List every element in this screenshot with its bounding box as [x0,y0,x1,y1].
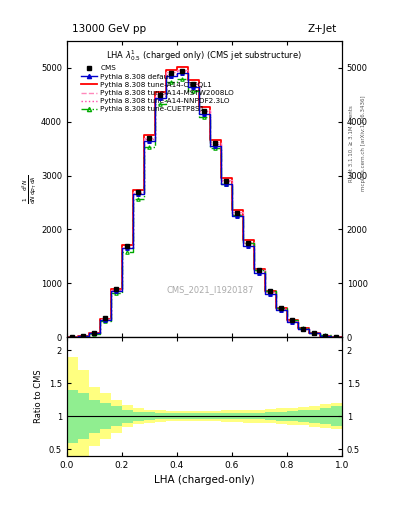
Text: LHA $\lambda^{1}_{0.5}$ (charged only) (CMS jet substructure): LHA $\lambda^{1}_{0.5}$ (charged only) (… [107,48,302,63]
Y-axis label: Ratio to CMS: Ratio to CMS [34,370,43,423]
Text: mcplots.cern.ch [arXiv:1306.3436]: mcplots.cern.ch [arXiv:1306.3436] [361,96,366,191]
Text: Rivet 3.1.10, ≥ 3.1M events: Rivet 3.1.10, ≥ 3.1M events [349,105,354,182]
Text: 13000 GeV pp: 13000 GeV pp [72,24,147,34]
Text: CMS_2021_I1920187: CMS_2021_I1920187 [166,285,253,294]
X-axis label: LHA (charged-only): LHA (charged-only) [154,475,255,485]
Text: Z+Jet: Z+Jet [307,24,336,34]
Legend: CMS, Pythia 8.308 default, Pythia 8.308 tune-A14-CTEQL1, Pythia 8.308 tune-A14-M: CMS, Pythia 8.308 default, Pythia 8.308 … [81,66,234,113]
Y-axis label: $\frac{1}{\mathrm{d}N}\frac{\mathrm{d}^2 N}{\mathrm{d}p_\mathrm{T}\,\mathrm{d}\l: $\frac{1}{\mathrm{d}N}\frac{\mathrm{d}^2… [21,175,39,204]
